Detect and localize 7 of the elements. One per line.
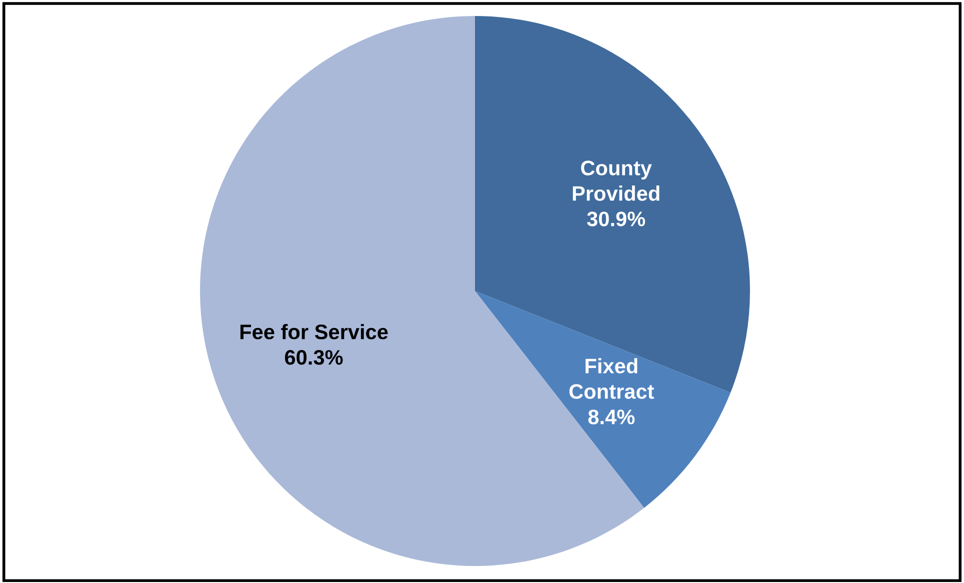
slice-label: Fee for Service	[240, 324, 388, 340]
data-label: 30.9%	[587, 212, 646, 226]
data-label: 8.4%	[588, 410, 635, 424]
slice-label: Fixed Contract	[569, 358, 654, 399]
data-label: 60.3%	[284, 350, 343, 365]
pie-slice	[475, 291, 731, 508]
slice-label: County Provided	[572, 160, 660, 201]
